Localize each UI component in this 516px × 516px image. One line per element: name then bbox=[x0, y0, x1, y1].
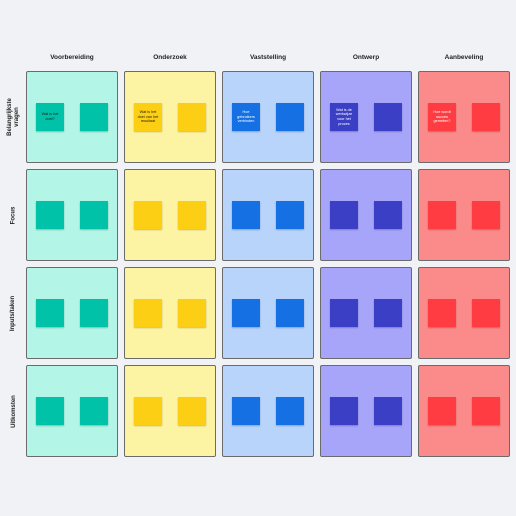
row-header: Belangrijkste vragen bbox=[4, 71, 24, 163]
question-sticky-note[interactable]: Hoe gebruikers verbinden bbox=[232, 103, 260, 131]
board-cell[interactable]: Wat is de werkwijze voor het proces bbox=[320, 71, 412, 163]
sticky-note[interactable] bbox=[134, 397, 162, 425]
sticky-note[interactable] bbox=[374, 299, 402, 327]
sticky-note[interactable] bbox=[374, 103, 402, 131]
sticky-note[interactable] bbox=[80, 201, 108, 229]
sticky-note[interactable] bbox=[36, 201, 64, 229]
sticky-note[interactable] bbox=[428, 299, 456, 327]
board-cell[interactable] bbox=[418, 365, 510, 457]
sticky-note[interactable] bbox=[472, 397, 500, 425]
row-header: Inputs/taken bbox=[4, 267, 24, 359]
row-header: Uitkomsten bbox=[4, 365, 24, 457]
sticky-note[interactable] bbox=[276, 299, 304, 327]
board-cell[interactable] bbox=[26, 365, 118, 457]
column-header: Onderzoek bbox=[153, 54, 187, 61]
question-sticky-note[interactable]: Wat is het doel van het resultaat bbox=[134, 103, 162, 131]
board-cell[interactable] bbox=[418, 169, 510, 261]
board-cell[interactable] bbox=[418, 267, 510, 359]
row-header-label: Belangrijkste vragen bbox=[7, 98, 20, 136]
sticky-note[interactable] bbox=[80, 299, 108, 327]
sticky-note[interactable] bbox=[330, 397, 358, 425]
row-header: Focus bbox=[4, 169, 24, 261]
board-cell[interactable] bbox=[124, 169, 216, 261]
sticky-note[interactable] bbox=[232, 201, 260, 229]
board-cell[interactable]: Wat is het doel? bbox=[26, 71, 118, 163]
board-cell[interactable] bbox=[124, 365, 216, 457]
sticky-note[interactable] bbox=[80, 397, 108, 425]
question-sticky-note[interactable]: Wat is de werkwijze voor het proces bbox=[330, 103, 358, 131]
sticky-note[interactable] bbox=[178, 397, 206, 425]
sticky-note[interactable] bbox=[374, 201, 402, 229]
column-header: Ontwerp bbox=[352, 54, 380, 61]
sticky-note[interactable] bbox=[36, 299, 64, 327]
question-sticky-note[interactable]: Wat is het doel? bbox=[36, 103, 64, 131]
column-header: Aanbeveling bbox=[444, 54, 484, 61]
board-cell[interactable] bbox=[26, 267, 118, 359]
sticky-note[interactable] bbox=[472, 103, 500, 131]
sticky-note[interactable] bbox=[276, 397, 304, 425]
row-header-label: Uitkomsten bbox=[10, 394, 17, 428]
board-cell[interactable]: Hoe gebruikers verbinden bbox=[222, 71, 314, 163]
row-header-label: Inputs/taken bbox=[10, 295, 17, 331]
sticky-note[interactable] bbox=[232, 397, 260, 425]
board-cell[interactable] bbox=[222, 365, 314, 457]
sticky-note[interactable] bbox=[374, 397, 402, 425]
sticky-note[interactable] bbox=[178, 103, 206, 131]
column-header: Voorbereiding bbox=[50, 54, 94, 61]
column-header: Vaststelling bbox=[249, 54, 287, 61]
board-cell[interactable] bbox=[320, 365, 412, 457]
board-cell[interactable]: Hoe wordt succes gemeten? bbox=[418, 71, 510, 163]
board-cell[interactable]: Wat is het doel van het resultaat bbox=[124, 71, 216, 163]
sticky-note[interactable] bbox=[276, 201, 304, 229]
sticky-note[interactable] bbox=[428, 397, 456, 425]
question-sticky-note[interactable]: Hoe wordt succes gemeten? bbox=[428, 103, 456, 131]
sticky-note[interactable] bbox=[178, 299, 206, 327]
board-cell[interactable] bbox=[124, 267, 216, 359]
board-cell[interactable] bbox=[222, 169, 314, 261]
sticky-note[interactable] bbox=[134, 201, 162, 229]
board-cell[interactable] bbox=[320, 169, 412, 261]
board-cell[interactable] bbox=[222, 267, 314, 359]
sticky-note[interactable] bbox=[134, 299, 162, 327]
board-cell[interactable] bbox=[320, 267, 412, 359]
row-header-label: Focus bbox=[10, 206, 17, 224]
sticky-note[interactable] bbox=[472, 201, 500, 229]
sticky-note[interactable] bbox=[472, 299, 500, 327]
sticky-note[interactable] bbox=[428, 201, 456, 229]
sticky-note[interactable] bbox=[330, 299, 358, 327]
sticky-note[interactable] bbox=[330, 201, 358, 229]
sticky-note[interactable] bbox=[80, 103, 108, 131]
sticky-note[interactable] bbox=[178, 201, 206, 229]
sticky-note[interactable] bbox=[36, 397, 64, 425]
sticky-note[interactable] bbox=[276, 103, 304, 131]
board-cell[interactable] bbox=[26, 169, 118, 261]
sticky-note[interactable] bbox=[232, 299, 260, 327]
